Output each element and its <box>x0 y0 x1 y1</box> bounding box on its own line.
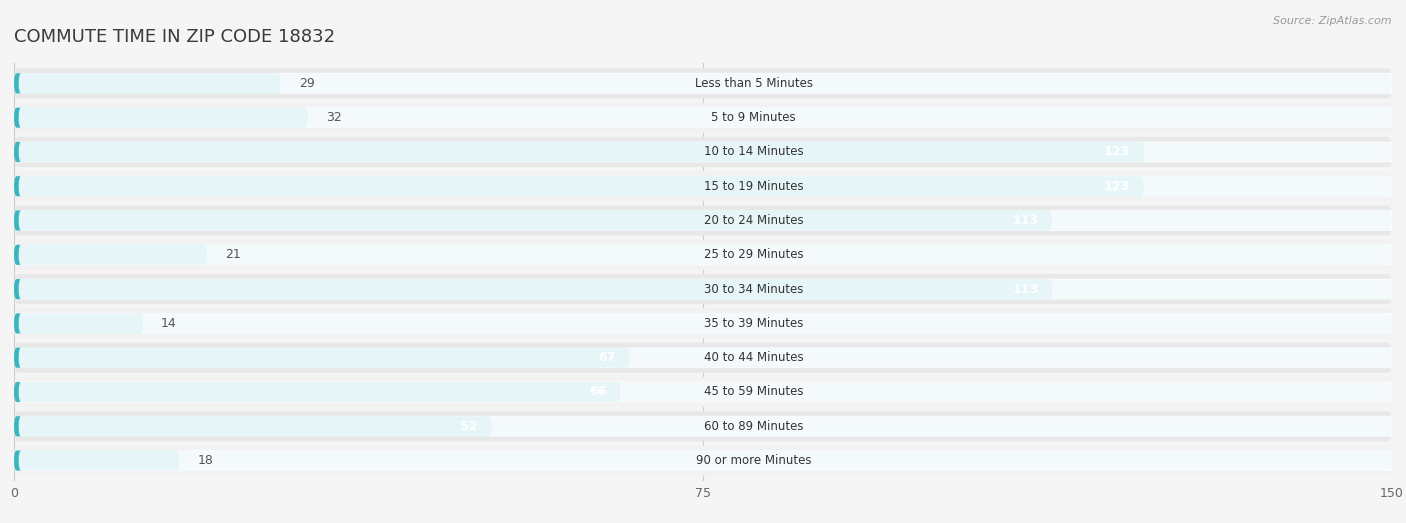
FancyBboxPatch shape <box>18 244 1406 265</box>
Text: 29: 29 <box>299 77 315 90</box>
Text: 15 to 19 Minutes: 15 to 19 Minutes <box>704 180 803 192</box>
FancyBboxPatch shape <box>18 73 1406 94</box>
Text: 123: 123 <box>1104 145 1130 158</box>
FancyBboxPatch shape <box>18 416 1406 437</box>
FancyBboxPatch shape <box>14 416 1392 436</box>
FancyBboxPatch shape <box>18 313 1406 334</box>
FancyBboxPatch shape <box>14 446 1392 476</box>
FancyBboxPatch shape <box>14 313 1392 333</box>
FancyBboxPatch shape <box>14 313 142 333</box>
FancyBboxPatch shape <box>14 377 1392 407</box>
Text: COMMUTE TIME IN ZIP CODE 18832: COMMUTE TIME IN ZIP CODE 18832 <box>14 28 335 46</box>
FancyBboxPatch shape <box>14 382 620 402</box>
FancyBboxPatch shape <box>14 245 207 265</box>
FancyBboxPatch shape <box>14 451 1392 471</box>
FancyBboxPatch shape <box>14 171 1392 201</box>
Text: 66: 66 <box>589 385 606 399</box>
Text: 32: 32 <box>326 111 342 124</box>
FancyBboxPatch shape <box>14 348 630 368</box>
Text: 40 to 44 Minutes: 40 to 44 Minutes <box>704 351 803 364</box>
Text: 67: 67 <box>599 351 616 364</box>
FancyBboxPatch shape <box>14 206 1392 235</box>
FancyBboxPatch shape <box>18 382 1406 402</box>
FancyBboxPatch shape <box>18 279 1406 300</box>
FancyBboxPatch shape <box>14 240 1392 270</box>
Text: 14: 14 <box>162 317 177 330</box>
FancyBboxPatch shape <box>14 68 1392 98</box>
Text: 35 to 39 Minutes: 35 to 39 Minutes <box>704 317 803 330</box>
Text: 123: 123 <box>1104 180 1130 192</box>
Text: 52: 52 <box>460 420 478 433</box>
FancyBboxPatch shape <box>14 348 1392 368</box>
Text: 20 to 24 Minutes: 20 to 24 Minutes <box>704 214 803 227</box>
FancyBboxPatch shape <box>14 211 1052 231</box>
FancyBboxPatch shape <box>14 73 1392 93</box>
Text: 18: 18 <box>198 454 214 467</box>
FancyBboxPatch shape <box>18 347 1406 368</box>
FancyBboxPatch shape <box>14 274 1392 304</box>
FancyBboxPatch shape <box>14 382 1392 402</box>
FancyBboxPatch shape <box>14 343 1392 373</box>
Text: 25 to 29 Minutes: 25 to 29 Minutes <box>704 248 803 262</box>
FancyBboxPatch shape <box>14 279 1052 299</box>
FancyBboxPatch shape <box>14 142 1144 162</box>
Text: 5 to 9 Minutes: 5 to 9 Minutes <box>711 111 796 124</box>
FancyBboxPatch shape <box>18 176 1406 197</box>
FancyBboxPatch shape <box>14 309 1392 338</box>
Text: 30 to 34 Minutes: 30 to 34 Minutes <box>704 282 803 295</box>
Text: 113: 113 <box>1012 214 1038 227</box>
FancyBboxPatch shape <box>18 450 1406 471</box>
FancyBboxPatch shape <box>14 73 280 93</box>
FancyBboxPatch shape <box>18 210 1406 231</box>
Text: 45 to 59 Minutes: 45 to 59 Minutes <box>704 385 803 399</box>
FancyBboxPatch shape <box>14 176 1144 196</box>
Text: Less than 5 Minutes: Less than 5 Minutes <box>695 77 813 90</box>
FancyBboxPatch shape <box>14 451 180 471</box>
FancyBboxPatch shape <box>14 103 1392 133</box>
FancyBboxPatch shape <box>14 416 492 436</box>
Text: 113: 113 <box>1012 282 1038 295</box>
FancyBboxPatch shape <box>14 137 1392 167</box>
FancyBboxPatch shape <box>14 108 308 128</box>
Text: 10 to 14 Minutes: 10 to 14 Minutes <box>704 145 803 158</box>
FancyBboxPatch shape <box>14 108 1392 128</box>
FancyBboxPatch shape <box>14 211 1392 231</box>
FancyBboxPatch shape <box>18 107 1406 128</box>
Text: 90 or more Minutes: 90 or more Minutes <box>696 454 811 467</box>
FancyBboxPatch shape <box>18 142 1406 162</box>
Text: Source: ZipAtlas.com: Source: ZipAtlas.com <box>1274 16 1392 26</box>
FancyBboxPatch shape <box>14 142 1392 162</box>
FancyBboxPatch shape <box>14 411 1392 441</box>
Text: 21: 21 <box>225 248 240 262</box>
FancyBboxPatch shape <box>14 245 1392 265</box>
FancyBboxPatch shape <box>14 279 1392 299</box>
FancyBboxPatch shape <box>14 176 1392 196</box>
Text: 60 to 89 Minutes: 60 to 89 Minutes <box>704 420 803 433</box>
